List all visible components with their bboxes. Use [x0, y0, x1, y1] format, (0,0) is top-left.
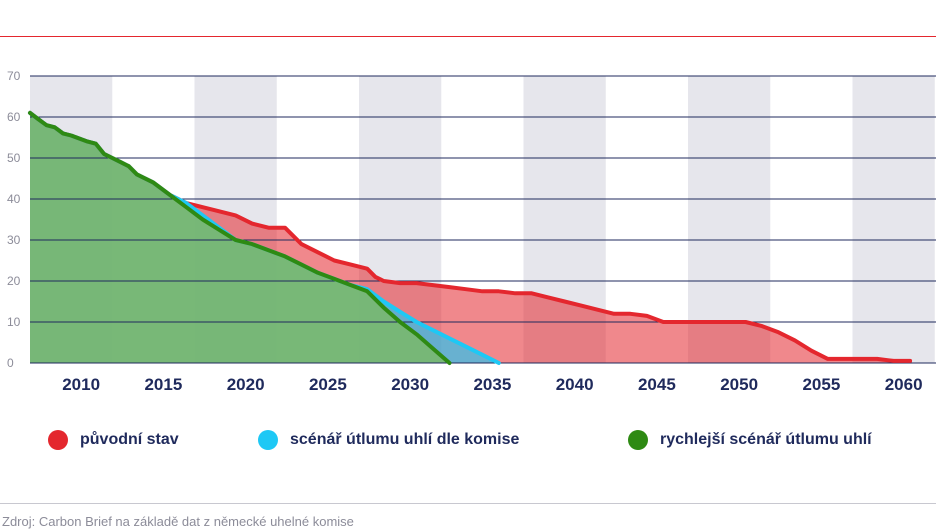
series-area-2 — [30, 112, 450, 364]
y-tick-label: 40 — [7, 192, 21, 206]
year-band — [688, 76, 771, 363]
legend: původní stav scénář útlumu uhlí dle komi… — [0, 430, 936, 458]
x-tick-label: 2020 — [227, 375, 265, 394]
legend-item-rychlejsi: rychlejší scénář útlumu uhlí — [628, 430, 872, 450]
y-tick-label: 70 — [7, 69, 21, 83]
x-tick-label: 2055 — [802, 375, 840, 394]
legend-dot-blue-icon — [258, 430, 278, 450]
x-tick-label: 2030 — [391, 375, 429, 394]
y-tick-label: 20 — [7, 274, 21, 288]
top-divider — [0, 36, 936, 37]
x-tick-label: 2015 — [144, 375, 182, 394]
bottom-divider — [0, 503, 936, 504]
year-band — [852, 76, 935, 363]
y-tick-label: 60 — [7, 110, 21, 124]
x-tick-label: 2050 — [720, 375, 758, 394]
y-tick-label: 30 — [7, 233, 21, 247]
series-areas — [30, 112, 911, 364]
series-line-2 — [28, 110, 452, 365]
legend-label: původní stav — [80, 431, 179, 448]
legend-label: scénář útlumu uhlí dle komise — [290, 431, 520, 448]
legend-label: rychlejší scénář útlumu uhlí — [660, 431, 872, 448]
y-axis-ticks: 0 10 20 30 40 50 60 70 — [7, 69, 21, 370]
x-tick-label: 2040 — [556, 375, 594, 394]
x-tick-label: 2035 — [473, 375, 511, 394]
x-tick-label: 2060 — [885, 375, 923, 394]
y-tick-label: 10 — [7, 315, 21, 329]
legend-dot-red-icon — [48, 430, 68, 450]
source-note: Zdroj: Carbon Brief na základě dat z něm… — [2, 514, 354, 529]
x-tick-label: 2025 — [309, 375, 347, 394]
x-axis-ticks: 2010 2015 2020 2025 2030 2035 2040 2045 2050 2055… — [62, 375, 922, 394]
y-tick-label: 0 — [7, 356, 14, 370]
legend-item-puvodni: původní stav — [48, 430, 179, 450]
x-tick-label: 2010 — [62, 375, 100, 394]
series-lines — [28, 110, 913, 365]
legend-item-komise: scénář útlumu uhlí dle komise — [258, 430, 519, 450]
y-tick-label: 50 — [7, 151, 21, 165]
legend-dot-green-icon — [628, 430, 648, 450]
x-tick-label: 2045 — [638, 375, 676, 394]
